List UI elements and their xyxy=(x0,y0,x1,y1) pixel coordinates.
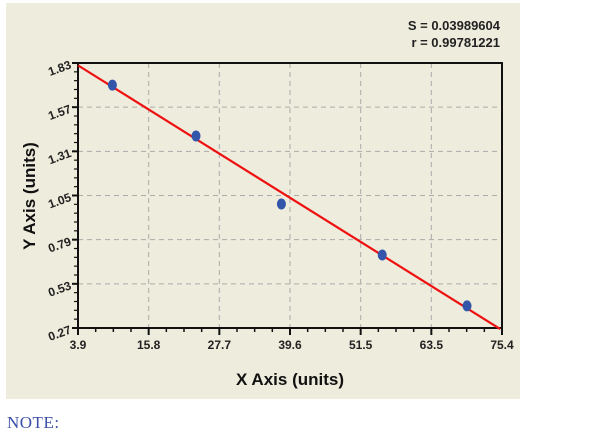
data-point xyxy=(462,300,472,312)
y-tick-label: 0.79 xyxy=(46,234,73,255)
x-tick-label: 39.6 xyxy=(278,338,302,352)
data-point xyxy=(377,249,387,261)
y-ticks: 0.270.530.791.051.311.571.83 xyxy=(46,58,73,344)
x-tick-label: 51.5 xyxy=(349,338,373,352)
data-point xyxy=(276,198,286,210)
chart-panel xyxy=(6,3,520,399)
x-tick-label: 75.4 xyxy=(490,338,514,352)
data-point xyxy=(191,130,201,142)
data-point xyxy=(107,79,117,91)
x-tick-label: 15.8 xyxy=(137,338,161,352)
x-tick-label: 63.5 xyxy=(420,338,444,352)
y-tick-label: 1.05 xyxy=(46,190,73,211)
note-heading: NOTE: xyxy=(7,413,60,432)
x-axis-label: X Axis (units) xyxy=(236,370,344,389)
fit-line xyxy=(77,64,501,330)
x-tick-label: 3.9 xyxy=(70,338,87,352)
y-axis-label: Y Axis (units) xyxy=(20,142,39,250)
grid xyxy=(78,63,502,328)
minor-ticks xyxy=(72,62,503,335)
y-tick-label: 1.57 xyxy=(46,102,73,123)
y-tick-label: 0.53 xyxy=(46,278,73,299)
y-tick-label: 1.83 xyxy=(46,58,73,79)
r-value: r = 0.99781221 xyxy=(411,35,500,50)
data-marks xyxy=(77,64,501,330)
y-tick-label: 1.31 xyxy=(46,146,73,167)
s-value: S = 0.03989604 xyxy=(408,18,501,33)
x-tick-label: 27.7 xyxy=(208,338,232,352)
x-ticks: 3.9 15.8 27.7 39.6 51.5 63.5 75.4 xyxy=(70,338,514,352)
